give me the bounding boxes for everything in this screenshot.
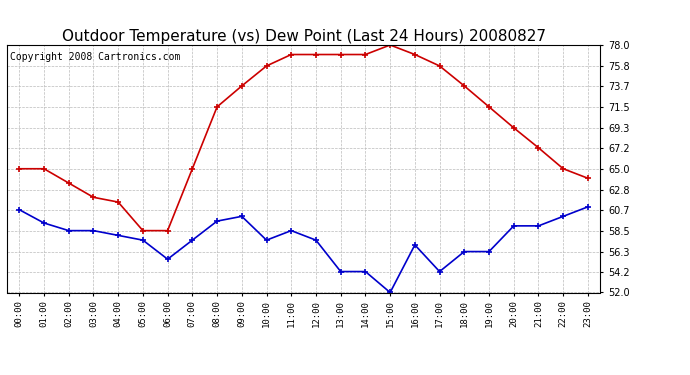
Text: Copyright 2008 Cartronics.com: Copyright 2008 Cartronics.com xyxy=(10,53,180,62)
Title: Outdoor Temperature (vs) Dew Point (Last 24 Hours) 20080827: Outdoor Temperature (vs) Dew Point (Last… xyxy=(61,29,546,44)
